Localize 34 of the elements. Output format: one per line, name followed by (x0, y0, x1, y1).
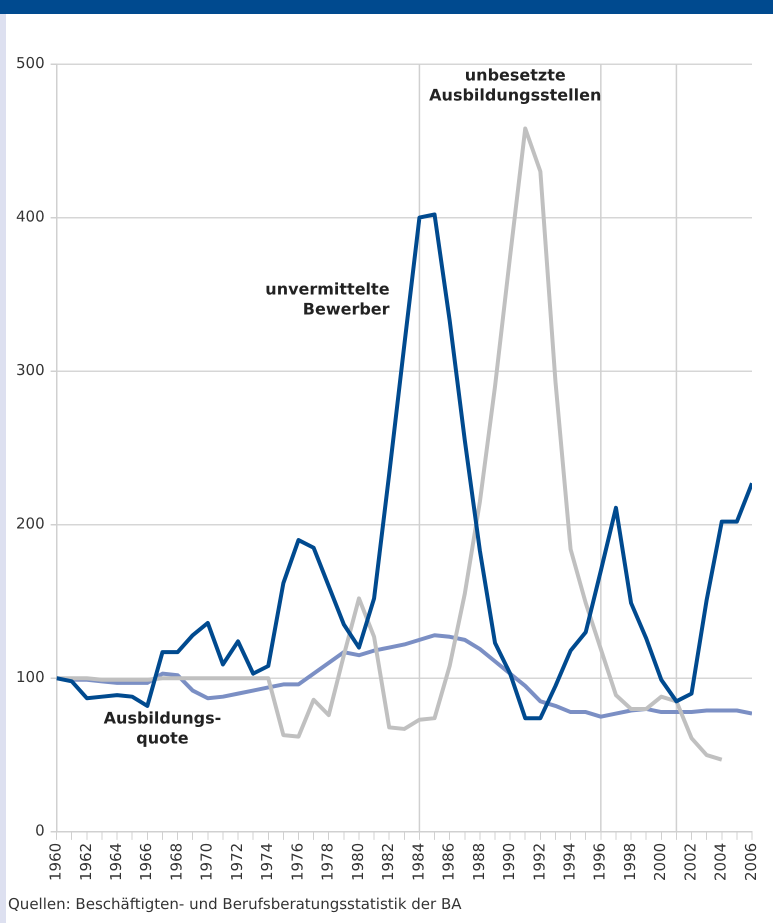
x-tick-label: 2000 (651, 842, 670, 882)
series-label: Ausbildungs- quote (104, 708, 222, 748)
x-tick-label: 1962 (76, 842, 95, 882)
x-tick-label: 1968 (167, 842, 186, 882)
y-tick-label: 0 (35, 822, 45, 840)
source-note: Quellen: Beschäftigten- und Berufsberatungsstatistik der BA (8, 895, 462, 913)
x-tick-label: 1986 (440, 842, 458, 882)
x-tick-label: 1998 (620, 842, 639, 882)
x-tick-label: 1996 (590, 842, 609, 882)
x-tick-label: 2002 (681, 842, 700, 882)
x-tick-label: 1972 (228, 842, 246, 882)
y-tick-label: 400 (16, 207, 45, 226)
y-tick-label: 200 (16, 514, 45, 533)
x-tick-label: 1964 (106, 842, 125, 882)
x-tick-label: 1960 (46, 842, 65, 882)
y-tick-label: 500 (16, 54, 45, 72)
x-tick-label: 2006 (742, 842, 760, 882)
x-tick-label: 1978 (318, 842, 337, 882)
x-tick-label: 1984 (409, 842, 428, 882)
x-tick-label: 1976 (288, 842, 306, 882)
x-tick-label: 1970 (198, 842, 216, 882)
series-label: unvermittelte Bewerber (265, 279, 390, 318)
y-tick-label: 100 (16, 668, 45, 686)
x-tick-label: 1966 (137, 842, 156, 882)
x-tick-label: 1994 (560, 842, 578, 882)
x-tick-label: 1992 (530, 842, 548, 882)
x-tick-label: 1980 (348, 842, 367, 882)
x-tick-label: 1974 (258, 842, 276, 882)
x-tick-label: 1982 (379, 842, 398, 882)
text: unbesetzte Ausbildungsstellen (429, 65, 602, 104)
x-tick-label: 1988 (470, 842, 488, 882)
x-tick-label: 2004 (712, 842, 730, 882)
x-tick-label: 1990 (500, 842, 518, 882)
y-tick-label: 300 (16, 361, 45, 380)
